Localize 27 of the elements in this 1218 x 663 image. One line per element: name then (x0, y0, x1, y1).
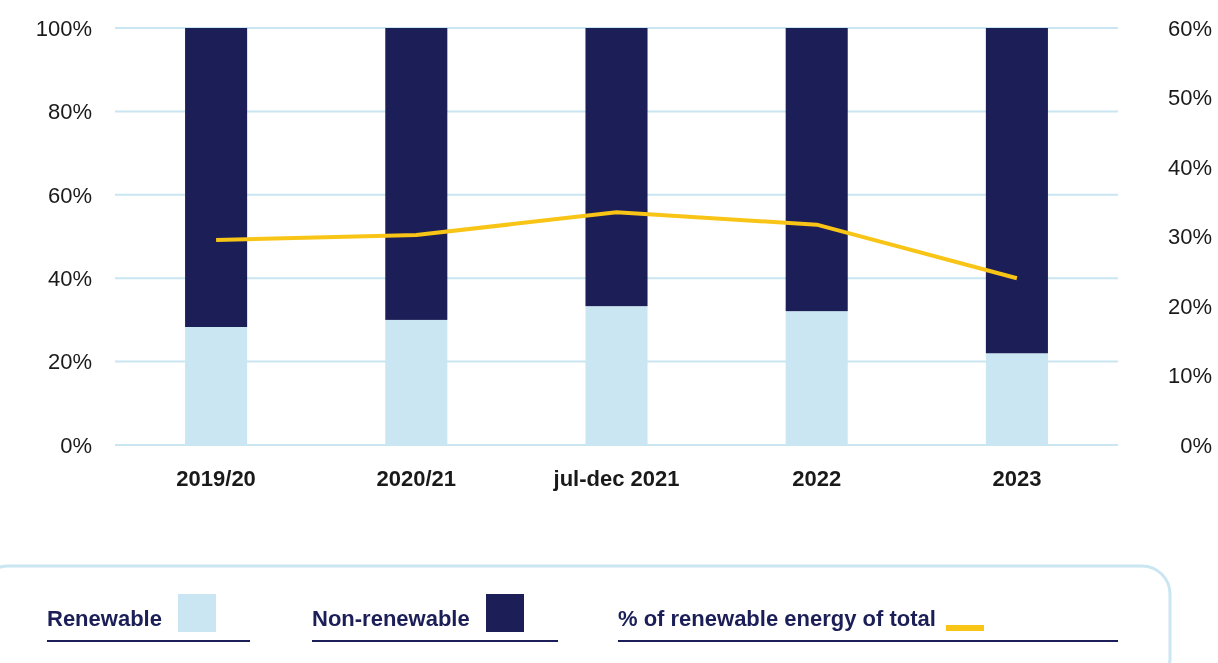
bar (185, 28, 248, 327)
line-series (214, 210, 1019, 281)
x-tick-label: 2020/21 (376, 466, 457, 491)
y-tick-label: 40% (47, 265, 92, 291)
x-tick-label: 2022 (792, 466, 842, 491)
bar (585, 28, 648, 307)
y2-tick-label: 60% (1167, 15, 1212, 41)
y2-tick-label: 30% (1167, 224, 1212, 250)
legend-label: Renewable (47, 606, 162, 631)
x-tick-label: jul-dec 2021 (552, 466, 680, 491)
y2-tick-label: 20% (1167, 293, 1212, 319)
legend-label: Non-renewable (312, 606, 470, 631)
bar (785, 28, 848, 312)
y-tick-label: 80% (47, 99, 92, 125)
y-tick-label: 0% (60, 432, 92, 458)
y2-tick-label: 0% (1180, 432, 1212, 458)
y2-tick-label: 40% (1167, 154, 1212, 180)
bar (385, 28, 448, 320)
y-tick-label: 60% (47, 182, 92, 208)
y-tick-label: 20% (47, 349, 92, 375)
bar (985, 28, 1048, 354)
y-tick-label: 100% (35, 15, 92, 41)
legend-label: % of renewable energy of total (618, 606, 936, 631)
x-tick-label: 2023 (992, 466, 1042, 491)
y2-tick-label: 10% (1167, 363, 1212, 389)
x-tick-label: 2019/20 (176, 466, 256, 491)
y2-tick-label: 50% (1167, 85, 1212, 111)
